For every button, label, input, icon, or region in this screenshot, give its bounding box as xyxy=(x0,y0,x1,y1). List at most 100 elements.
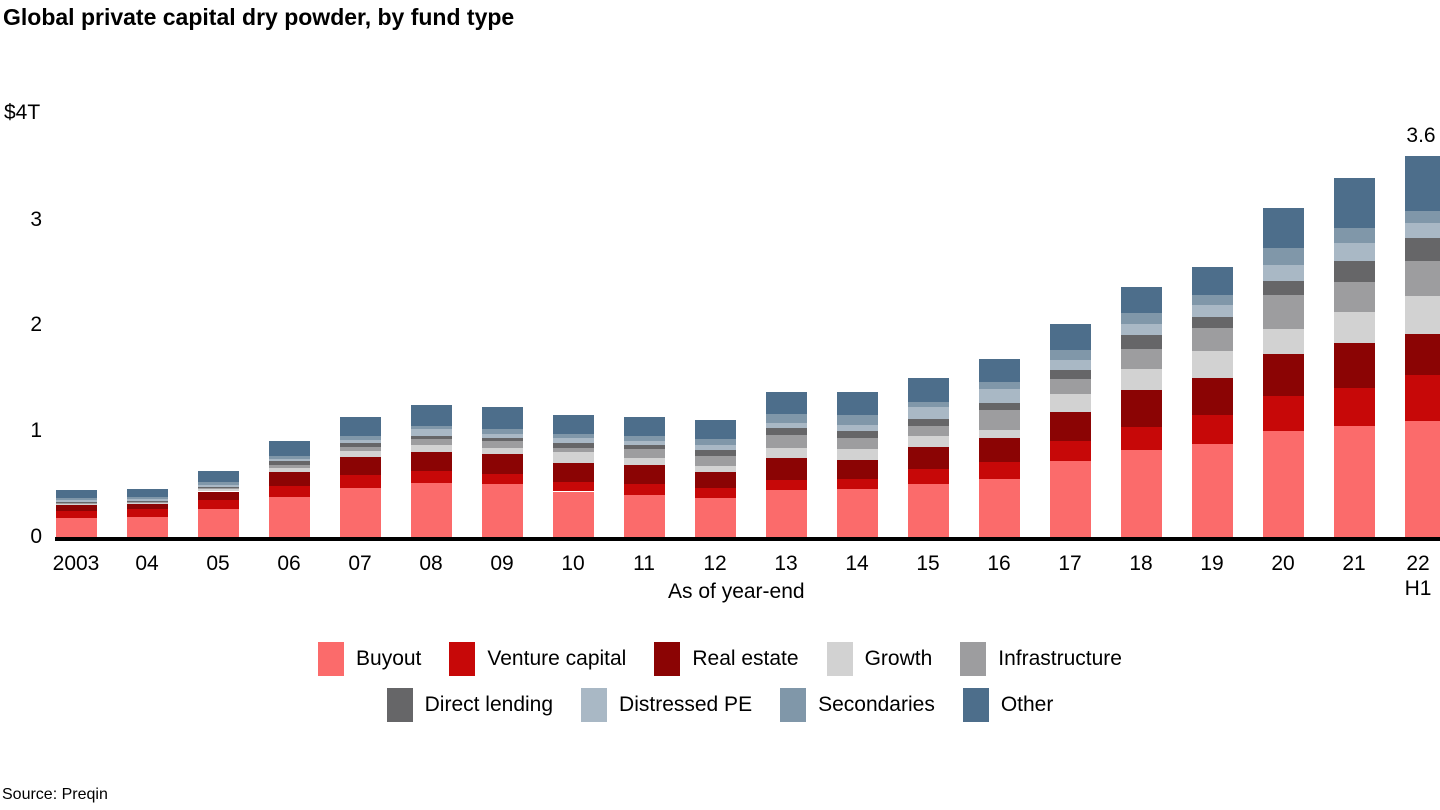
x-axis-tick-08: 08 xyxy=(419,552,443,575)
bar-segment-distressed-pe xyxy=(410,428,452,436)
bar-segment-growth xyxy=(55,503,97,506)
bar-segment-venture-capital xyxy=(1049,440,1091,461)
bar-segment-other xyxy=(552,414,594,434)
bar-segment-growth xyxy=(1049,394,1091,412)
bar-segment-infrastructure xyxy=(126,501,168,503)
bar-segment-infrastructure xyxy=(694,455,736,466)
x-axis-tick-10: 10 xyxy=(561,552,585,575)
bar-segment-growth xyxy=(481,448,523,455)
bar-segment-infrastructure xyxy=(1191,327,1233,352)
bar-segment-growth xyxy=(197,489,239,492)
bar-segment-secondaries xyxy=(552,433,594,439)
bar-segment-distressed-pe xyxy=(481,433,523,439)
bar-segment-real-estate xyxy=(1333,343,1375,388)
bar-segment-buyout xyxy=(1333,425,1375,537)
chart-title: Global private capital dry powder, by fu… xyxy=(3,4,515,30)
bar-segment-secondaries xyxy=(126,497,168,500)
bar-segment-growth xyxy=(339,451,381,457)
bar-segment-other xyxy=(197,471,239,482)
bar-segment-real-estate xyxy=(197,491,239,500)
bar-segment-growth xyxy=(268,468,310,473)
bar-segment-other xyxy=(1262,208,1304,249)
x-axis-tick-04: 04 xyxy=(135,552,159,575)
bar-segment-real-estate xyxy=(623,465,665,485)
bar-segment-buyout xyxy=(1262,431,1304,537)
bar-segment-distressed-pe xyxy=(55,500,97,503)
bar-segment-distressed-pe xyxy=(552,438,594,443)
bar-segment-secondaries xyxy=(836,415,878,425)
legend-swatch-distressed-pe xyxy=(581,688,608,722)
bar-segment-infrastructure xyxy=(978,409,1020,430)
bar-segment-real-estate xyxy=(410,452,452,472)
bar-segment-direct-lending xyxy=(907,419,949,427)
bar-segment-buyout xyxy=(765,490,807,537)
legend-swatch-other xyxy=(962,688,989,722)
bar-segment-direct-lending xyxy=(1404,237,1440,261)
bar-segment-venture-capital xyxy=(481,473,523,485)
bar-segment-other xyxy=(1120,287,1162,313)
bar-segment-secondaries xyxy=(765,413,807,423)
legend-item-venture-capital: Venture capital xyxy=(449,642,626,676)
bar-segment-real-estate xyxy=(1049,411,1091,441)
bar-segment-distressed-pe xyxy=(623,441,665,446)
bar-segment-growth xyxy=(552,452,594,463)
bar-segment-secondaries xyxy=(623,436,665,442)
bar-segment-direct-lending xyxy=(126,501,168,502)
bar-segment-venture-capital xyxy=(268,486,310,497)
bar-segment-direct-lending xyxy=(552,442,594,449)
x-axis-tick-06: 06 xyxy=(277,552,301,575)
bar-segment-secondaries xyxy=(694,439,736,445)
bar-segment-venture-capital xyxy=(126,509,168,517)
x-axis-tick-19: 19 xyxy=(1200,552,1224,575)
bar-segment-growth xyxy=(836,448,878,461)
bar-segment-secondaries xyxy=(907,401,949,408)
bar-segment-real-estate xyxy=(552,462,594,482)
bar-segment-direct-lending xyxy=(765,428,807,436)
legend-item-label: Direct lending xyxy=(424,693,554,716)
source-note: Source: Preqin xyxy=(2,786,108,803)
bar-segment-growth xyxy=(410,444,452,453)
bar-segment-growth xyxy=(907,436,949,447)
bar-segment-other xyxy=(410,405,452,427)
legend-row: Direct lending Distressed PE Secondaries Ot… xyxy=(0,688,1440,722)
x-axis-tick-16: 16 xyxy=(987,552,1011,575)
x-axis-tick-18: 18 xyxy=(1129,552,1153,575)
bar-segment-distressed-pe xyxy=(339,440,381,444)
bar-segment-secondaries xyxy=(1049,349,1091,360)
bar-segment-real-estate xyxy=(55,505,97,511)
bar-segment-venture-capital xyxy=(552,481,594,492)
bar-segment-buyout xyxy=(268,496,310,537)
bar-segment-distressed-pe xyxy=(1120,323,1162,335)
bar-segment-secondaries xyxy=(978,382,1020,390)
bar-segment-other xyxy=(126,489,168,498)
x-axis-tick-07: 07 xyxy=(348,552,372,575)
bar-segment-infrastructure xyxy=(1049,378,1091,395)
legend: Buyout Venture capital Real estate Growth In… xyxy=(0,642,1440,722)
bar-segment-growth xyxy=(694,465,736,473)
bar-segment-other xyxy=(268,441,310,457)
bar-segment-other xyxy=(694,420,736,440)
bar-segment-direct-lending xyxy=(55,502,97,503)
x-axis-tick-14: 14 xyxy=(845,552,869,575)
legend-item-label: Growth xyxy=(864,647,933,670)
bar-segment-secondaries xyxy=(481,429,523,434)
x-axis-tick-09: 09 xyxy=(490,552,514,575)
bar-segment-real-estate xyxy=(481,454,523,474)
bar-segment-secondaries xyxy=(1262,248,1304,265)
bar-segment-infrastructure xyxy=(339,447,381,452)
bar-segment-other xyxy=(481,406,523,430)
x-axis-tick-21: 21 xyxy=(1342,552,1366,575)
bar-segment-real-estate xyxy=(978,438,1020,462)
bar-segment-infrastructure xyxy=(552,448,594,453)
bar-segment-distressed-pe xyxy=(1191,304,1233,317)
bar-segment-growth xyxy=(126,502,168,505)
bar-segment-growth xyxy=(1262,329,1304,355)
bar-segment-venture-capital xyxy=(1120,426,1162,451)
bar-segment-other xyxy=(55,490,97,499)
bar-segment-infrastructure xyxy=(1404,260,1440,296)
y-axis-unit-label: $4T xyxy=(4,100,41,124)
legend-item-other: Other xyxy=(962,688,1053,722)
x-axis-tick-11: 11 xyxy=(633,552,655,575)
bar-segment-secondaries xyxy=(1404,211,1440,223)
bar-value-annotation: 3.6 xyxy=(1406,124,1436,148)
